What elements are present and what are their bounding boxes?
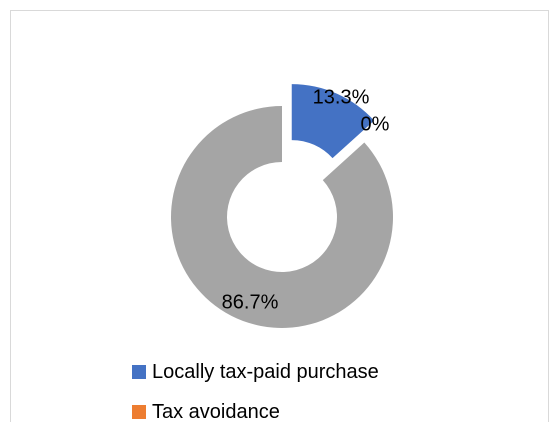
chart-border-top	[10, 10, 549, 11]
chart-border-left	[10, 10, 11, 422]
chart-border-right	[548, 10, 549, 422]
legend-swatch-orange	[132, 405, 146, 419]
legend-swatch-blue	[132, 365, 146, 379]
data-label-0: 13.3%	[313, 86, 370, 108]
legend-item-locally-tax-paid-purchase: Locally tax-paid purchase	[132, 352, 379, 392]
data-label-2: 86.7%	[222, 291, 279, 313]
legend-label: Tax avoidance	[152, 400, 280, 423]
donut-slice-0	[291, 84, 375, 159]
donut-slice-2	[171, 106, 393, 328]
legend-item-tax-avoidance: Tax avoidance	[132, 392, 379, 432]
legend-label: Locally tax-paid purchase	[152, 360, 379, 383]
chart-container: 13.3% 0% 86.7% Locally tax-paid purchase T…	[10, 10, 549, 423]
data-label-1: 0%	[361, 113, 390, 135]
legend: Locally tax-paid purchase Tax avoidance	[132, 352, 379, 432]
donut-chart: 13.3% 0% 86.7%	[171, 84, 393, 328]
